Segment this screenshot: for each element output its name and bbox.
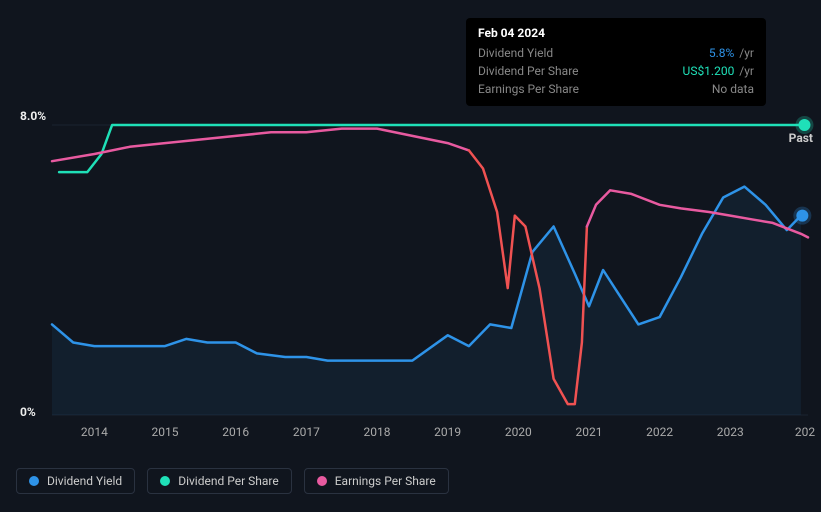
legend-label: Dividend Per Share <box>178 474 279 488</box>
legend-label: Earnings Per Share <box>335 474 436 488</box>
x-tick: 2017 <box>293 425 320 439</box>
x-tick: 2021 <box>575 425 602 439</box>
tooltip-row-value: US$1.200 /yr <box>683 62 754 80</box>
legend-swatch <box>29 476 39 486</box>
legend-swatch <box>317 476 327 486</box>
legend: Dividend Yield Dividend Per Share Earnings… <box>16 468 449 494</box>
x-tick: 2022 <box>646 425 673 439</box>
x-tick: 2023 <box>717 425 744 439</box>
legend-item[interactable]: Dividend Per Share <box>147 468 292 494</box>
tooltip-row-label: Dividend Per Share <box>478 62 579 80</box>
tooltip-row-label: Dividend Yield <box>478 44 553 62</box>
tooltip-row-value: No data <box>712 80 754 98</box>
tooltip-row-label: Earnings Per Share <box>478 80 579 98</box>
y-axis-max-label: 8.0% <box>20 109 46 123</box>
x-tick: 2015 <box>152 425 179 439</box>
dividend-chart: 8.0% 0% Past 2014 2015 2016 2017 2018 2019 202… <box>0 0 821 508</box>
x-tick: 2020 <box>505 425 532 439</box>
tooltip-row-value: 5.8% /yr <box>709 44 754 62</box>
x-tick: 2019 <box>434 425 461 439</box>
x-tick: 2016 <box>222 425 249 439</box>
tooltip-row: Earnings Per Share No data <box>478 80 754 98</box>
legend-item[interactable]: Earnings Per Share <box>304 468 449 494</box>
x-tick: 2018 <box>364 425 391 439</box>
past-label: Past <box>789 131 813 145</box>
x-tick: 202 <box>795 425 815 439</box>
tooltip-date: Feb 04 2024 <box>478 26 754 40</box>
tooltip-row: Dividend Per Share US$1.200 /yr <box>478 62 754 80</box>
tooltip-row: Dividend Yield 5.8% /yr <box>478 44 754 62</box>
legend-label: Dividend Yield <box>47 474 122 488</box>
x-tick: 2014 <box>81 425 108 439</box>
chart-tooltip: Feb 04 2024 Dividend Yield5.8% /yrDivide… <box>466 18 766 106</box>
y-axis-min-label: 0% <box>20 405 36 419</box>
legend-item[interactable]: Dividend Yield <box>16 468 135 494</box>
legend-swatch <box>160 476 170 486</box>
